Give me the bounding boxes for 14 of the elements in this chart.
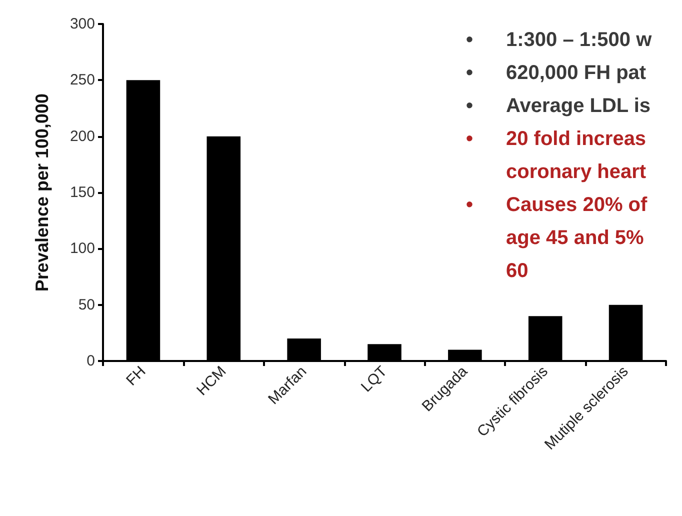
x-tick-label: FH [123,362,150,390]
y-tick-label: 200 [70,128,95,145]
y-tick-label: 300 [70,16,95,32]
y-tick-label: 0 [86,352,95,370]
text: • 20 fold increas coronary heart [466,128,646,183]
y-tick-label: 50 [78,296,95,314]
text: • 1:300 – 1:500 w [466,29,652,51]
y-axis-title: Prevalence per 100,000 [32,93,52,292]
text: • 620,000 FH pat [466,62,646,84]
text: • Causes 20% of age 45 and 5% 60 [466,194,648,282]
y-tick-label: 100 [70,240,95,258]
y-tick-label: 250 [70,72,95,89]
y-tick-label: 150 [70,184,95,201]
text: • Average LDL is [466,95,651,117]
